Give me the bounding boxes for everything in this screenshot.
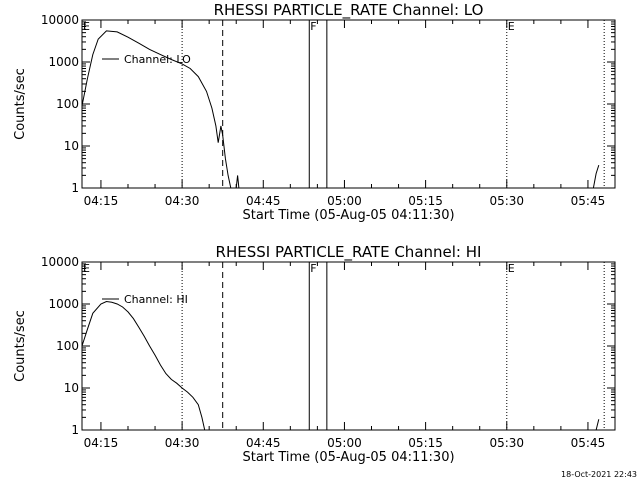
flag-label: E [508, 20, 515, 33]
y-tick-label: 10000 [41, 255, 79, 269]
legend-entry: Channel: HI [124, 293, 188, 306]
flag-label: E [83, 262, 90, 275]
x-tick-label: 04:45 [246, 436, 281, 450]
chart-title: RHESSI PARTICLE_RATE Channel: HI [216, 243, 482, 262]
x-tick-label: 05:15 [408, 436, 443, 450]
legend-entry: Channel: LO [124, 53, 191, 66]
y-tick-label: 1 [71, 423, 79, 437]
x-tick-label: 05:00 [327, 194, 362, 208]
timestamp: 18-Oct-2021 22:43 [561, 470, 637, 479]
y-tick-label: 1000 [48, 297, 79, 311]
panel-0: RHESSI PARTICLE_RATE Channel: LO 1 10 100 10… [13, 1, 616, 223]
x-tick-label: 05:30 [489, 194, 524, 208]
plot-frame [81, 261, 616, 431]
x-tick-label: 04:15 [84, 436, 119, 450]
y-tick-label: 10000 [41, 13, 79, 27]
x-tick-label: 05:45 [571, 194, 606, 208]
series-group [82, 300, 600, 430]
x-tick-label: 04:15 [84, 194, 119, 208]
x-tick-label: 05:45 [571, 436, 606, 450]
series-line-0 [82, 300, 206, 430]
series-group [82, 30, 600, 188]
flag-label: F [310, 20, 316, 33]
marker-lines [181, 20, 605, 188]
y-tick-label: 100 [56, 97, 79, 111]
y-tick-label: 10 [64, 139, 79, 153]
x-tick-label: 05:30 [489, 436, 524, 450]
x-tick-label: 05:00 [327, 436, 362, 450]
x-tick-label: 05:15 [408, 194, 443, 208]
y-tick-label: 100 [56, 339, 79, 353]
chart-title: RHESSI PARTICLE_RATE Channel: LO [214, 1, 484, 20]
series-line-2 [592, 164, 600, 188]
x-axis-label: Start Time (05-Aug-05 04:11:30) [242, 450, 454, 465]
x-tick-label: 04:45 [246, 194, 281, 208]
y-tick-label: 1000 [48, 55, 79, 69]
series-line-0 [82, 30, 232, 188]
x-tick-label: 04:30 [165, 194, 200, 208]
flag-label: E [508, 262, 515, 275]
panel-1: RHESSI PARTICLE_RATE Channel: HI 1 10 100 10… [13, 243, 616, 465]
plot-frame [81, 19, 616, 189]
flag-label: F [310, 262, 316, 275]
y-axis-label: Counts/sec [13, 68, 28, 140]
y-tick-label: 1 [71, 181, 79, 195]
flag-label: E [83, 20, 90, 33]
x-axis-label: Start Time (05-Aug-05 04:11:30) [242, 208, 454, 223]
y-axis-label: Counts/sec [13, 310, 28, 382]
x-tick-label: 04:30 [165, 436, 200, 450]
y-tick-label: 10 [64, 381, 79, 395]
series-line-1 [235, 175, 240, 188]
series-line-1 [595, 419, 600, 430]
marker-lines [181, 262, 605, 430]
